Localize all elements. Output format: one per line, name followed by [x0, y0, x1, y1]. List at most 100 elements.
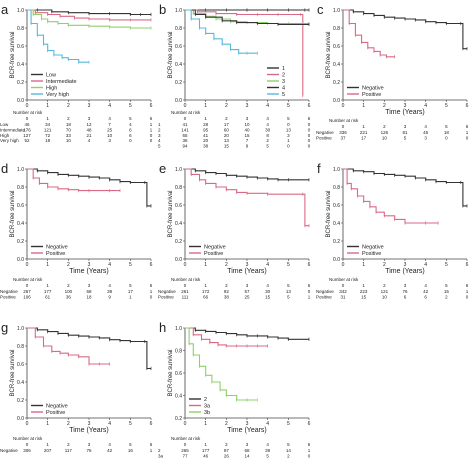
- x-tick-label: 1: [204, 103, 207, 109]
- x-tick-label: 0: [184, 103, 187, 109]
- risk-cell: 15: [444, 289, 450, 294]
- risk-cell: 261: [181, 289, 189, 294]
- y-tick-label: 1.0: [17, 167, 24, 173]
- risk-cell: 60: [224, 127, 230, 132]
- y-tick-label: 0.8: [333, 26, 340, 32]
- risk-cell: 0: [150, 294, 153, 299]
- y-tick-label: 0.6: [17, 362, 24, 368]
- risk-cell: 81: [402, 130, 408, 135]
- legend-label: Negative: [362, 245, 384, 251]
- risk-row-label: Positive: [316, 294, 332, 299]
- risk-cell: 31: [340, 294, 346, 299]
- x-axis-label: Time (Years): [385, 109, 425, 116]
- x-tick-label: 0: [342, 103, 345, 109]
- risk-cell: 13: [286, 127, 292, 132]
- x-axis-label: Time (Years): [69, 268, 109, 275]
- y-axis-label: BCR-free survival: [10, 349, 16, 396]
- risk-row-label: Positive: [0, 294, 16, 299]
- y-tick-label: 1.0: [17, 8, 24, 14]
- risk-cell: 176: [23, 127, 31, 132]
- risk-cell: 0: [308, 122, 311, 127]
- risk-cell: 46: [203, 453, 209, 458]
- risk-cell: 265: [181, 448, 189, 453]
- y-tick-label: 0.2: [333, 239, 340, 245]
- y-tick-label: 0.8: [175, 26, 182, 32]
- series-line-5: [185, 9, 258, 54]
- risk-time: 3: [404, 283, 407, 288]
- risk-row-label: 2: [158, 127, 161, 132]
- x-tick-label: 3: [246, 103, 249, 109]
- risk-cell: 342: [339, 289, 347, 294]
- y-tick-label: 0.6: [17, 44, 24, 50]
- risk-row-label: Very high: [0, 138, 19, 143]
- risk-cell: 48: [86, 127, 92, 132]
- y-tick-label: 1.0: [175, 326, 182, 332]
- risk-cell: 18: [444, 130, 450, 135]
- risk-cell: 9: [108, 294, 111, 299]
- risk-cell: 1: [129, 294, 132, 299]
- series-line-2: [185, 327, 309, 340]
- risk-time: 4: [266, 116, 269, 121]
- legend-label: Positive: [362, 92, 381, 98]
- x-tick-label: 2: [225, 262, 228, 268]
- risk-row-label: 3: [158, 133, 161, 138]
- y-axis-label: BCR-free survival: [10, 31, 16, 78]
- y-axis-label: BCR-free survival: [10, 190, 16, 237]
- y-tick-label: 0.4: [17, 380, 24, 386]
- risk-time: 2: [67, 116, 70, 121]
- risk-cell: 3: [287, 133, 290, 138]
- x-tick-label: 4: [108, 103, 111, 109]
- x-axis-label: Time (Years): [385, 268, 425, 275]
- risk-header: Number at risk: [13, 110, 43, 115]
- x-tick-label: 2: [67, 262, 70, 268]
- risk-cell: 221: [360, 130, 368, 135]
- y-tick-label: 0.4: [333, 62, 340, 68]
- risk-cell: 42: [423, 289, 429, 294]
- risk-cell: 10: [382, 294, 388, 299]
- x-tick-label: 4: [424, 262, 427, 268]
- y-tick-label: 1.0: [333, 167, 340, 173]
- risk-cell: 77: [182, 453, 188, 458]
- risk-cell: 2: [266, 138, 269, 143]
- risk-time: 1: [46, 283, 49, 288]
- risk-cell: 46: [24, 122, 30, 127]
- y-tick-label: 0.0: [17, 98, 24, 104]
- risk-cell: 12: [86, 122, 92, 127]
- y-tick-label: 0.2: [17, 80, 24, 86]
- x-tick-label: 1: [362, 103, 365, 109]
- risk-cell: 52: [24, 138, 30, 143]
- series-line-4: [185, 9, 309, 25]
- series-line-positive: [343, 9, 395, 58]
- risk-cell: 267: [23, 289, 31, 294]
- risk-cell: 39: [265, 448, 271, 453]
- x-tick-label: 0: [26, 421, 29, 427]
- risk-cell: 15: [265, 294, 271, 299]
- risk-cell: 100: [65, 289, 73, 294]
- risk-cell: 1: [150, 122, 153, 127]
- legend-label: Positive: [204, 251, 223, 257]
- risk-cell: 126: [381, 130, 389, 135]
- risk-time: 6: [150, 116, 153, 121]
- y-tick-label: 0.4: [17, 62, 24, 68]
- x-tick-label: 3: [246, 421, 249, 427]
- risk-time: 4: [108, 442, 111, 447]
- y-tick-label: 0.4: [175, 393, 182, 399]
- risk-row-label: 2: [158, 448, 161, 453]
- risk-cell: 0: [287, 122, 290, 127]
- series-line-negative: [27, 168, 151, 207]
- risk-cell: 207: [44, 448, 52, 453]
- risk-time: 1: [204, 116, 207, 121]
- x-tick-label: 4: [108, 421, 111, 427]
- risk-row-label: 1: [158, 122, 161, 127]
- risk-cell: 41: [182, 122, 188, 127]
- series-line-positive: [27, 168, 120, 192]
- risk-cell: 33: [66, 133, 72, 138]
- x-tick-label: 6: [466, 262, 469, 268]
- risk-time: 1: [46, 442, 49, 447]
- x-tick-label: 3: [246, 262, 249, 268]
- risk-cell: 25: [244, 294, 250, 299]
- risk-header: Number at risk: [329, 118, 359, 123]
